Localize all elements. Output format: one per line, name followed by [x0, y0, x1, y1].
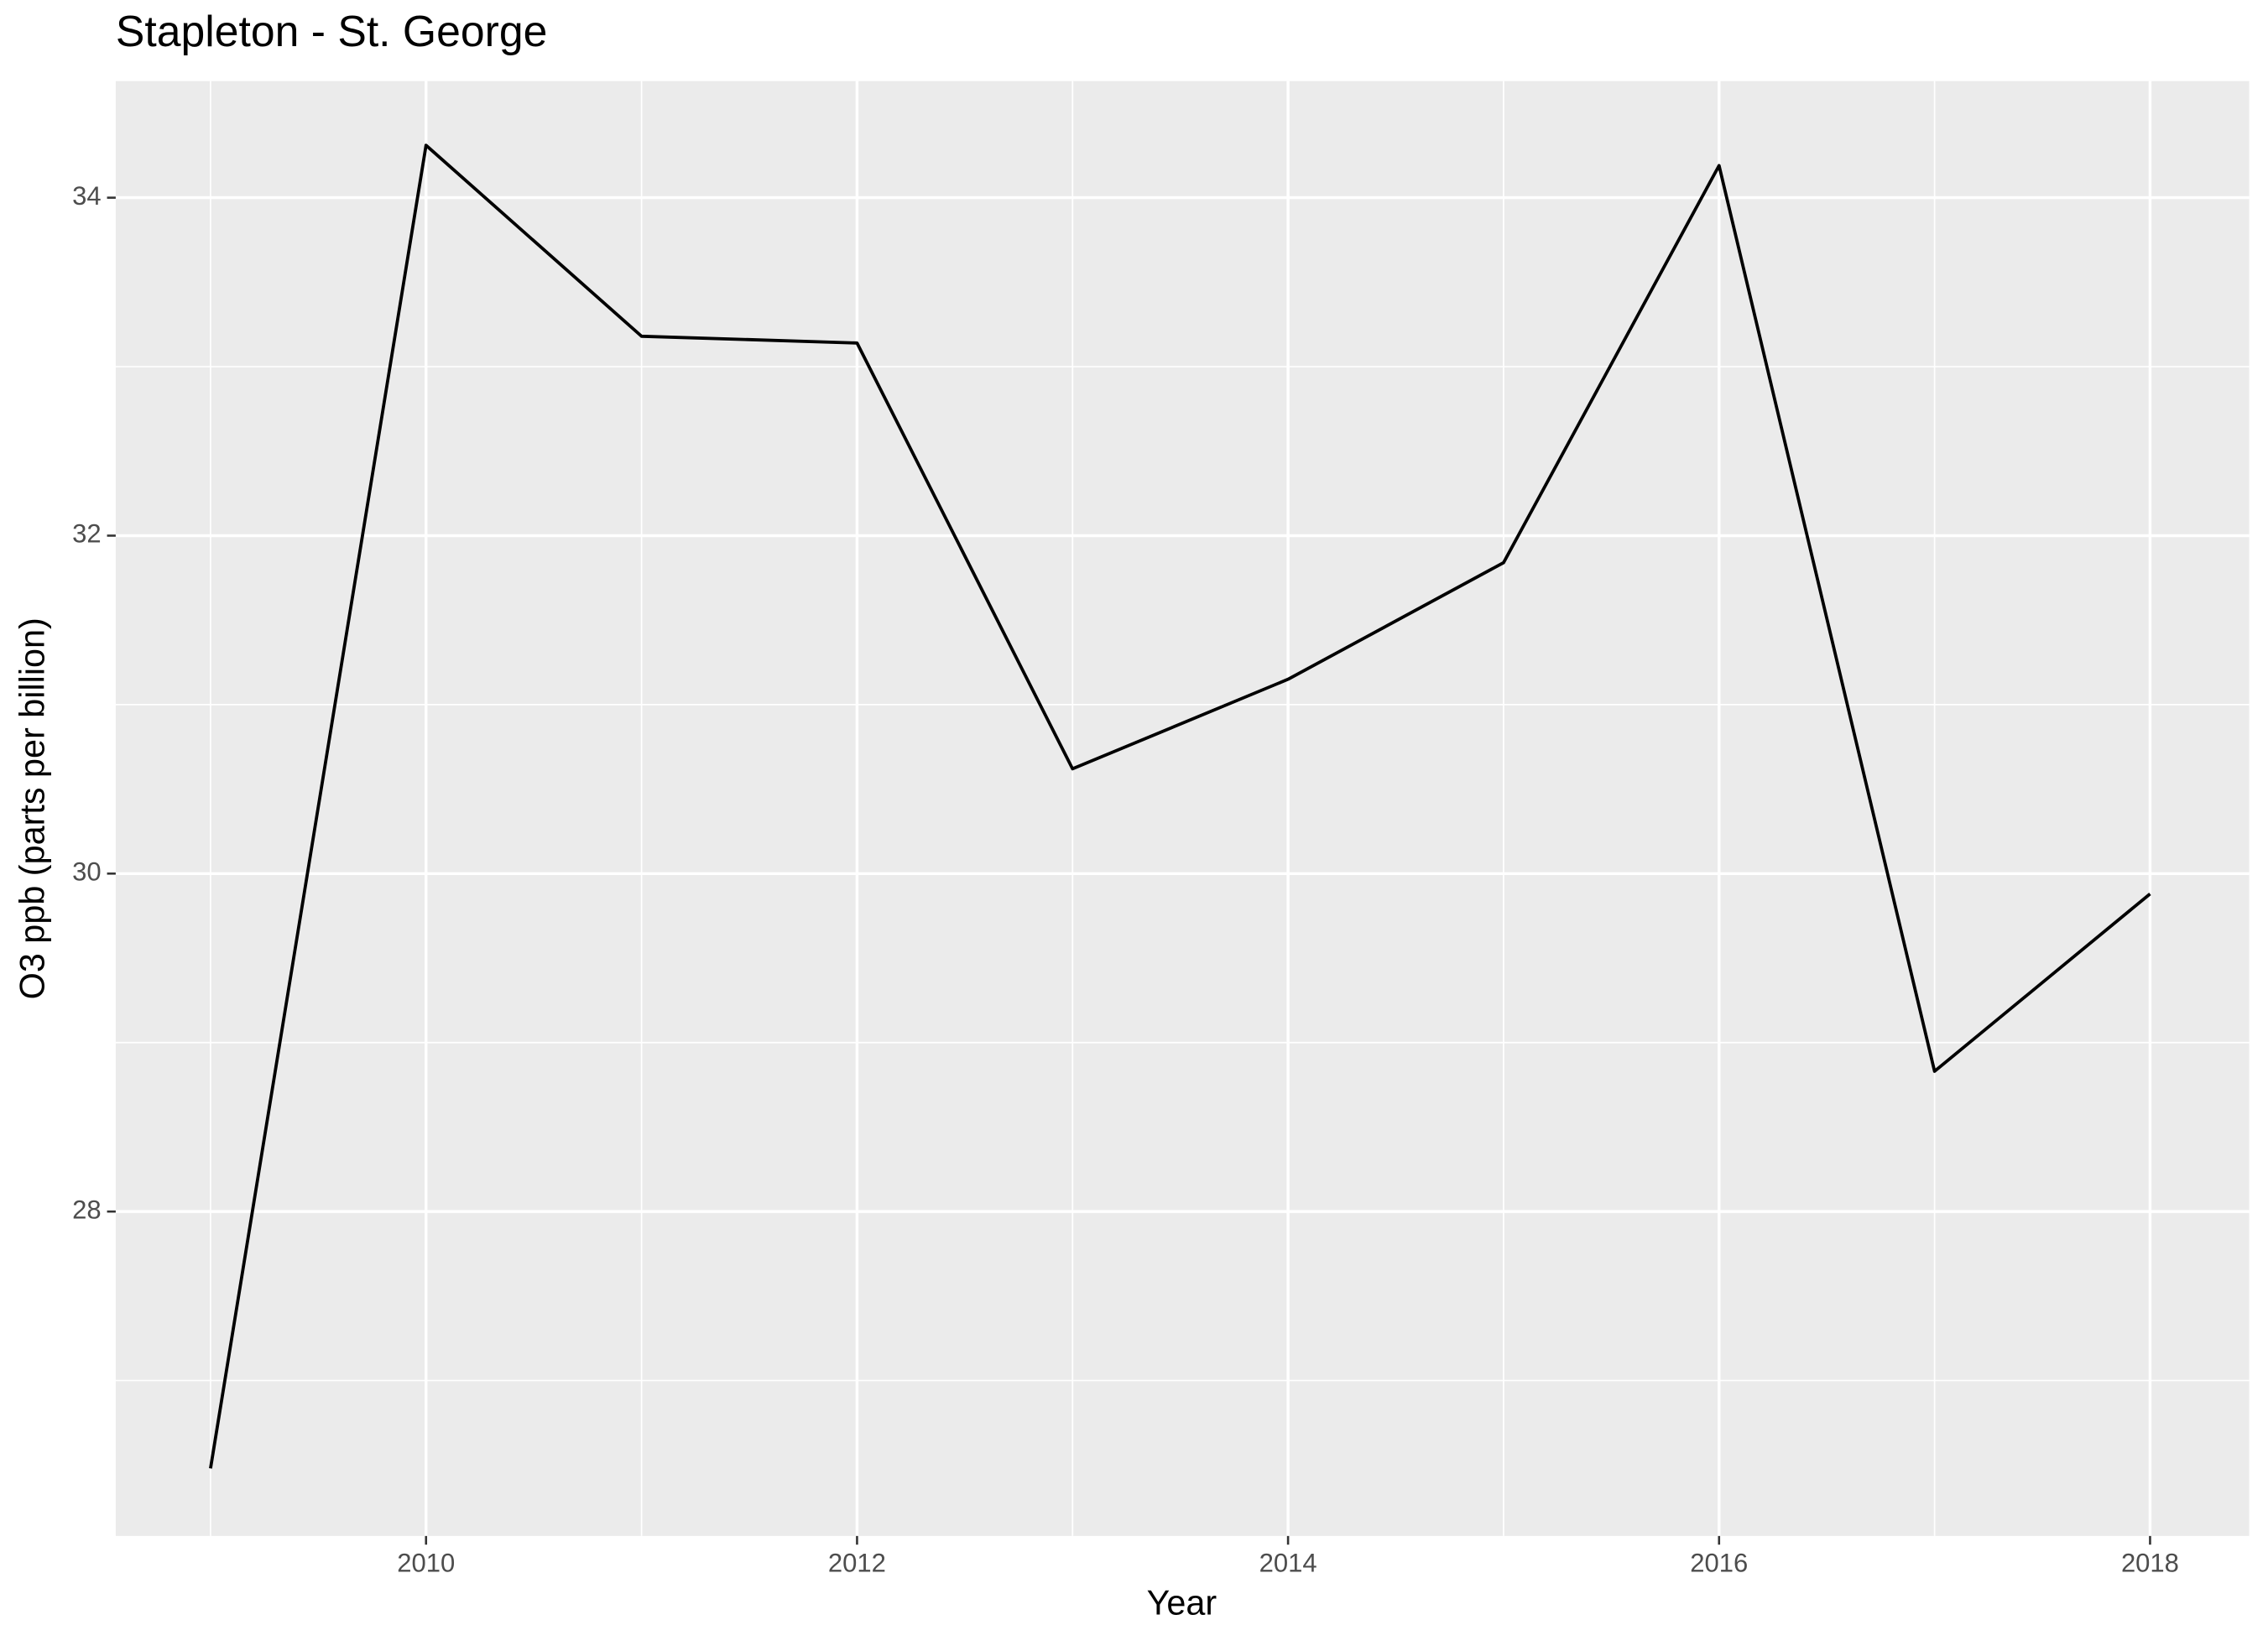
plot-panel	[115, 81, 2250, 1536]
y-axis-title: O3 ppb (parts per billion)	[13, 617, 51, 999]
x-tick-label: 2016	[1690, 1549, 1748, 1578]
x-tick-label: 2012	[828, 1549, 886, 1578]
x-tick-label: 2014	[1259, 1549, 1317, 1578]
y-tick-label: 30	[72, 857, 102, 886]
x-axis-title: Year	[1147, 1584, 1217, 1623]
x-tick-label: 2018	[2121, 1549, 2179, 1578]
y-tick-label: 34	[72, 181, 102, 211]
chart-title: Stapleton - St. George	[116, 7, 547, 55]
y-tick-label: 28	[72, 1195, 102, 1224]
x-tick-label: 2010	[397, 1549, 455, 1578]
data-line	[209, 143, 2151, 1469]
y-tick-label: 32	[72, 519, 102, 549]
